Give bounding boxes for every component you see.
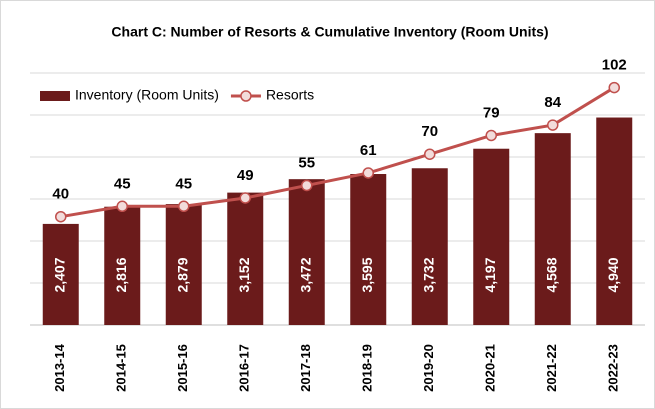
line-marker [116,200,128,213]
line-value-label: 45 [175,175,192,192]
bar [165,204,202,325]
line-value-label: 61 [360,142,377,159]
chart-title: Chart C: Number of Resorts & Cumulative … [111,24,548,40]
line-value-label: 45 [114,175,131,192]
bar-value-label: 3,472 [297,257,313,292]
bar-value-label: 3,595 [359,257,375,292]
line-marker [485,129,497,142]
bar [534,133,571,325]
line-value-label: 70 [421,123,438,140]
bar-value-label: 4,940 [605,257,621,292]
bar-value-label: 4,197 [482,257,498,292]
x-tick-label: 2021-22 [544,344,559,392]
bar-value-label: 2,879 [174,257,190,292]
bar [104,206,141,325]
x-tick-label: 2014-15 [114,344,129,392]
line-value-label: 84 [544,94,561,111]
line-marker [547,119,559,131]
bar [227,192,264,325]
line-marker [301,179,313,192]
bar [596,117,633,326]
bar [350,174,387,325]
legend-label: Inventory (Room Units) [75,87,219,103]
legend-label: Resorts [266,87,314,103]
x-tick-label: 2015-16 [175,344,190,392]
bar-value-label: 4,568 [543,257,559,292]
line-marker [178,200,190,213]
x-tick-label: 2018-19 [360,344,375,392]
legend-swatch-marker [240,90,252,102]
line-value-label: 102 [602,57,627,74]
bar-value-label: 3,152 [236,257,252,292]
line-value-label: 40 [52,186,69,203]
x-tick-label: 2017-18 [298,344,313,392]
x-tick-label: 2013-14 [52,343,67,391]
x-tick-label: 2020-21 [483,344,498,392]
bar [411,168,448,325]
x-tick-label: 2019-20 [421,344,436,392]
line-marker [239,192,251,204]
x-tick-label: 2022-23 [606,344,621,392]
bar-value-label: 2,407 [51,257,67,292]
x-tick-label: 2016-17 [237,344,252,392]
line [60,86,616,219]
bar-value-label: 3,732 [420,257,436,292]
line-value-label: 55 [298,154,315,171]
line-value-label: 49 [237,167,254,184]
bar [473,148,510,325]
line-marker [608,81,620,94]
bar-value-label: 2,816 [113,257,129,292]
line-marker [424,148,436,160]
legend-swatch [40,91,70,101]
bar [288,179,325,325]
line-value-label: 79 [483,104,500,121]
line-marker [362,167,374,179]
line-marker [55,210,67,223]
bar [42,223,79,325]
